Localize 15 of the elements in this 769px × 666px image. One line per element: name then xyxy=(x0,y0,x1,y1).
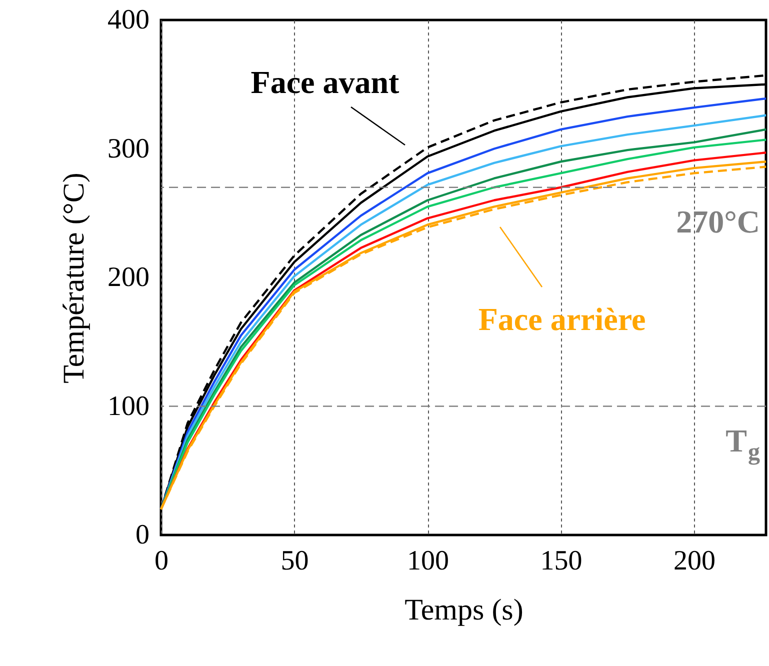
x-tick-label: 150 xyxy=(540,546,582,576)
y-axis-title: Température (°C) xyxy=(58,172,90,384)
y-tick-label: 0 xyxy=(136,520,150,550)
y-tick-label: 300 xyxy=(108,133,150,164)
y-tick-label: 100 xyxy=(108,390,150,422)
x-axis-title: Temps (s) xyxy=(404,594,524,626)
x-tick-label: 100 xyxy=(407,546,450,576)
y-tick-label: 400 xyxy=(108,4,150,36)
annotation: Face arrière xyxy=(478,301,646,337)
x-tick-label: 200 xyxy=(674,546,716,576)
x-tick-label: 50 xyxy=(280,546,309,576)
annotation: Face avant xyxy=(250,64,400,100)
ref-line-label: 270°C xyxy=(676,203,760,240)
x-tick-label: 0 xyxy=(154,546,168,576)
y-tick-label: 200 xyxy=(108,262,150,293)
